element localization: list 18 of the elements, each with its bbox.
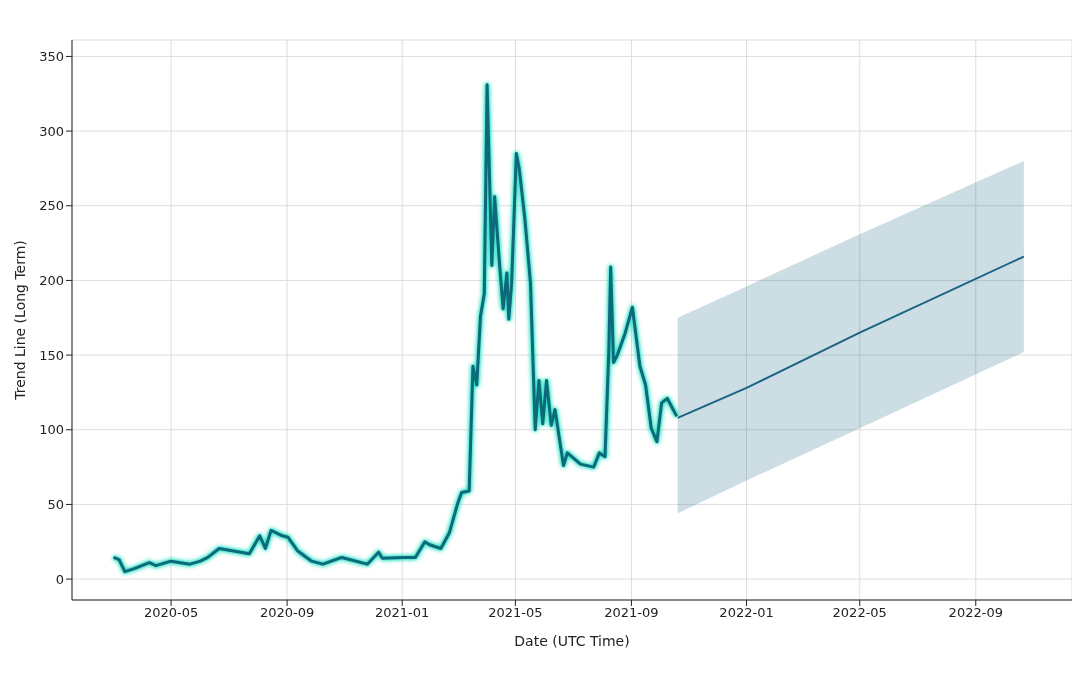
y-tick-label: 0 [55,571,64,587]
y-tick-label: 100 [39,422,64,438]
y-tick-label: 150 [39,347,64,363]
x-tick-label: 2020-05 [143,605,199,621]
y-tick-label: 350 [39,49,64,65]
y-tick-label: 50 [47,497,64,513]
y-tick-label: 200 [39,273,64,289]
x-tick-label: 2022-01 [719,605,774,621]
x-tick-label: 2022-09 [948,605,1003,621]
x-tick-label: 2020-09 [259,605,315,621]
y-axis-title: Trend Line (Long Term) [11,240,28,401]
x-tick-label: 2021-09 [604,605,659,621]
x-axis-title: Date (UTC Time) [514,633,630,649]
x-tick-label: 2021-01 [375,605,430,621]
y-tick-label: 300 [39,123,64,139]
x-tick-label: 2021-05 [488,605,543,621]
y-tick-label: 250 [39,198,64,214]
x-tick-label: 2022-05 [832,605,887,621]
